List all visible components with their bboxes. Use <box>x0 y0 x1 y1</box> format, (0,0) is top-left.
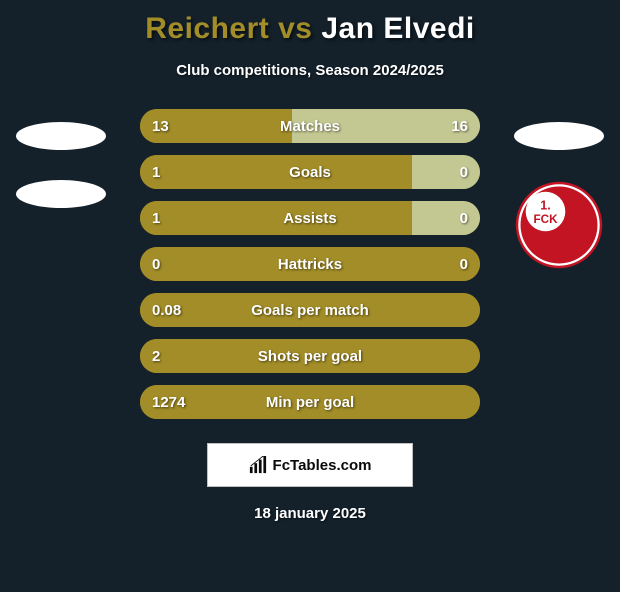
club-badge: 1. FCK <box>514 180 604 270</box>
stat-value-left: 1 <box>152 164 160 181</box>
stat-label: Min per goal <box>266 394 354 411</box>
stat-label: Goals per match <box>251 302 369 319</box>
stat-row: 1 Assists 0 <box>140 201 480 235</box>
footer-date: 18 january 2025 <box>0 505 620 522</box>
stat-label: Hattricks <box>278 256 342 273</box>
left-placeholder-1 <box>16 122 106 150</box>
stat-bar-left <box>140 155 412 189</box>
stat-label: Matches <box>280 118 340 135</box>
right-placeholder-1 <box>514 122 604 150</box>
footer-box: FcTables.com <box>207 443 413 487</box>
footer-brand: FcTables.com <box>273 457 372 474</box>
stat-row: 13 Matches 16 <box>140 109 480 143</box>
left-placeholder-2 <box>16 180 106 208</box>
stat-value-right: 16 <box>451 118 468 135</box>
stat-row: 0 Hattricks 0 <box>140 247 480 281</box>
stat-row: 2 Shots per goal <box>140 339 480 373</box>
title-player-left: Reichert <box>145 12 269 45</box>
stat-value-right: 0 <box>460 164 468 181</box>
bar-chart-icon <box>249 456 267 474</box>
title-vs: vs <box>278 12 312 45</box>
svg-text:FCK: FCK <box>533 213 558 226</box>
stat-value-right: 0 <box>460 210 468 227</box>
stat-value-left: 0 <box>152 256 160 273</box>
fck-badge-icon: 1. FCK <box>514 180 604 270</box>
stat-row: 1 Goals 0 <box>140 155 480 189</box>
stat-value-left: 1274 <box>152 394 185 411</box>
stat-value-right: 0 <box>460 256 468 273</box>
left-column <box>16 122 106 208</box>
comparison-title: Reichert vs Jan Elvedi <box>0 12 620 46</box>
stat-bar-right <box>412 155 480 189</box>
stat-row: 0.08 Goals per match <box>140 293 480 327</box>
svg-text:1.: 1. <box>540 199 551 213</box>
stat-value-left: 1 <box>152 210 160 227</box>
stat-label: Shots per goal <box>258 348 362 365</box>
stat-value-left: 13 <box>152 118 169 135</box>
subtitle: Club competitions, Season 2024/2025 <box>0 62 620 79</box>
title-player-right: Jan Elvedi <box>321 12 474 45</box>
stat-label: Goals <box>289 164 331 181</box>
stat-label: Assists <box>283 210 336 227</box>
stat-value-left: 2 <box>152 348 160 365</box>
stat-bar-right <box>412 201 480 235</box>
stat-bar-left <box>140 201 412 235</box>
stat-value-left: 0.08 <box>152 302 181 319</box>
right-column: 1. FCK <box>514 122 604 270</box>
stat-row: 1274 Min per goal <box>140 385 480 419</box>
